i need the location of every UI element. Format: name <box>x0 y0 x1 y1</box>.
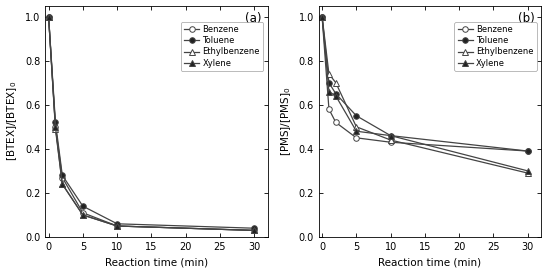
Ethylbenzene <box>333 81 339 84</box>
Ethylbenzene <box>325 72 332 76</box>
Benzene <box>353 136 359 140</box>
Xylene <box>387 134 394 137</box>
Ethylbenzene <box>387 138 394 142</box>
Xylene <box>325 90 332 93</box>
Benzene <box>319 15 325 18</box>
Ethylbenzene <box>353 125 359 128</box>
Xylene <box>59 182 66 186</box>
Xylene <box>114 224 120 228</box>
Toluene <box>387 134 394 137</box>
Benzene <box>59 176 66 179</box>
Ethylbenzene <box>251 229 258 232</box>
Benzene <box>525 149 531 153</box>
Toluene <box>353 114 359 117</box>
Benzene <box>114 224 120 228</box>
Xylene <box>52 125 59 128</box>
Toluene <box>325 81 332 84</box>
Xylene <box>353 130 359 133</box>
Xylene <box>319 15 325 18</box>
Xylene <box>251 229 258 232</box>
Benzene <box>45 15 52 18</box>
Ethylbenzene <box>525 171 531 175</box>
X-axis label: Reaction time (min): Reaction time (min) <box>379 257 481 268</box>
X-axis label: Reaction time (min): Reaction time (min) <box>105 257 208 268</box>
Line: Ethylbenzene: Ethylbenzene <box>46 14 257 233</box>
Xylene <box>333 94 339 97</box>
Y-axis label: [BTEX]/[BTEX]$_0$: [BTEX]/[BTEX]$_0$ <box>5 81 19 161</box>
Toluene <box>319 15 325 18</box>
Benzene <box>325 108 332 111</box>
Toluene <box>251 227 258 230</box>
Line: Ethylbenzene: Ethylbenzene <box>319 14 531 176</box>
Toluene <box>59 174 66 177</box>
Toluene <box>45 15 52 18</box>
Line: Benzene: Benzene <box>46 14 257 233</box>
Line: Toluene: Toluene <box>46 14 257 231</box>
Ethylbenzene <box>59 182 66 186</box>
Xylene <box>79 213 86 216</box>
Toluene <box>525 149 531 153</box>
Benzene <box>387 141 394 144</box>
Ethylbenzene <box>52 127 59 131</box>
Xylene <box>45 15 52 18</box>
Benzene <box>79 211 86 214</box>
Line: Toluene: Toluene <box>319 14 531 154</box>
Text: (a): (a) <box>245 13 261 25</box>
Benzene <box>251 229 258 232</box>
Ethylbenzene <box>114 224 120 228</box>
Xylene <box>525 169 531 173</box>
Benzene <box>333 121 339 124</box>
Benzene <box>52 125 59 128</box>
Y-axis label: [PMS]/[PMS]$_0$: [PMS]/[PMS]$_0$ <box>279 87 293 156</box>
Toluene <box>52 121 59 124</box>
Toluene <box>79 204 86 208</box>
Legend: Benzene, Toluene, Ethylbenzene, Xylene: Benzene, Toluene, Ethylbenzene, Xylene <box>454 22 537 71</box>
Ethylbenzene <box>79 213 86 216</box>
Line: Xylene: Xylene <box>319 14 531 174</box>
Text: (b): (b) <box>518 13 535 25</box>
Ethylbenzene <box>319 15 325 18</box>
Legend: Benzene, Toluene, Ethylbenzene, Xylene: Benzene, Toluene, Ethylbenzene, Xylene <box>181 22 263 71</box>
Line: Benzene: Benzene <box>319 14 531 154</box>
Line: Xylene: Xylene <box>46 14 257 233</box>
Toluene <box>114 222 120 225</box>
Toluene <box>333 92 339 95</box>
Ethylbenzene <box>45 15 52 18</box>
